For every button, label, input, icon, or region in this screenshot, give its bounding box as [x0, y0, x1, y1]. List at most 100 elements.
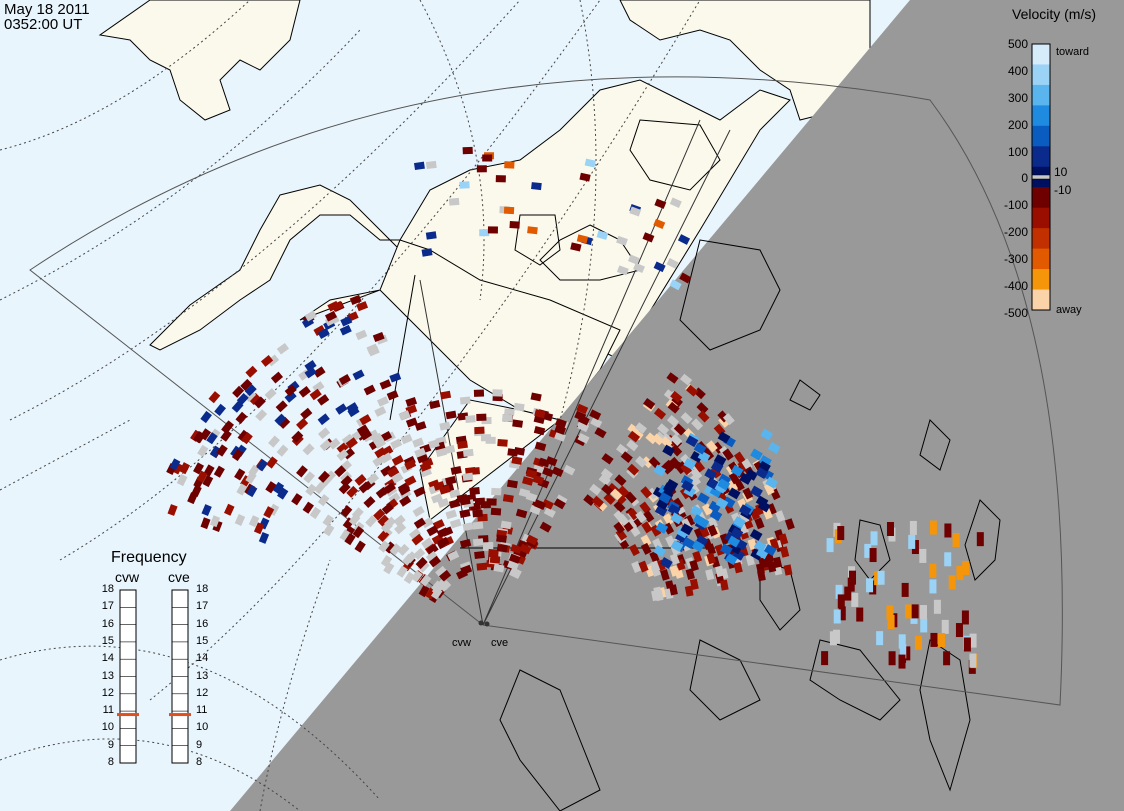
range-gate-cell [589, 483, 602, 496]
range-gate-cell [253, 396, 266, 409]
range-gate-cell [963, 637, 971, 652]
colorbar-segment [1032, 146, 1050, 168]
coastline-10 [499, 669, 601, 811]
range-gate-cell [539, 521, 552, 533]
range-gate-cell [627, 508, 640, 521]
range-gate-cell [391, 454, 404, 466]
colorbar-segment [1032, 289, 1050, 311]
range-gate-cell [657, 423, 670, 436]
range-gate-cell [976, 532, 984, 547]
colorbar-tick-label: -500 [1003, 306, 1028, 320]
range-gate-cell [447, 550, 460, 562]
range-gate-cell [400, 433, 413, 445]
range-gate-cell [462, 448, 474, 457]
range-gate-cell [258, 531, 270, 544]
range-gate-cell [669, 279, 682, 291]
range-gate-cell [655, 521, 669, 534]
range-gate-cell [627, 430, 641, 443]
range-gate-cell [339, 324, 352, 336]
range-gate-cell [930, 632, 938, 647]
range-gate-cell [408, 528, 422, 540]
range-gate-cell [253, 522, 265, 535]
range-gate-cell [365, 515, 378, 528]
range-gate-cell [421, 248, 433, 257]
range-gate-cell [757, 500, 771, 513]
range-gate-cell [413, 517, 426, 529]
range-gate-cell [425, 160, 437, 170]
range-gate-cell [465, 467, 476, 476]
range-gate-cell [346, 485, 359, 498]
range-gate-cell [334, 465, 347, 478]
colorbar-segment [1032, 84, 1050, 106]
range-gate-cell [613, 510, 626, 523]
frequency-scale-label: 9 [196, 738, 203, 751]
range-gate-cell [591, 495, 604, 508]
range-gate-cell [754, 517, 765, 530]
range-gate-cell [268, 435, 280, 448]
range-gate-cell [298, 385, 311, 398]
range-gate-cell [459, 396, 471, 405]
frequency-scale-label: 9 [107, 738, 114, 751]
range-gate-cell [651, 589, 660, 602]
range-gate-cell [640, 542, 652, 555]
range-gate-cell [380, 554, 393, 568]
range-gate-cell [682, 536, 695, 549]
range-gate-cell [563, 464, 576, 476]
range-gate-cell [697, 410, 710, 423]
range-gate-cell [435, 447, 448, 458]
range-gate-cell [374, 437, 387, 449]
range-gate-cell [169, 458, 181, 471]
range-gate-cell [680, 463, 693, 476]
range-gate-cell [616, 265, 629, 276]
range-gate-cell [933, 599, 941, 614]
colorbar-tick-label: 10 [1054, 165, 1068, 179]
range-gate-cell [756, 547, 769, 560]
range-gate-cell [202, 474, 214, 488]
range-gate-cell [199, 428, 212, 441]
range-gate-cell [222, 420, 234, 433]
range-gate-cell [260, 355, 274, 367]
colorbar-segment [1032, 187, 1050, 209]
range-gate-cell [730, 527, 744, 540]
range-gate-cell [373, 508, 386, 521]
range-gate-cell [886, 605, 894, 620]
range-gate-cell [654, 504, 668, 517]
range-gate-cell [459, 538, 472, 549]
range-gate-cell [296, 465, 308, 478]
range-gate-cell [359, 414, 372, 426]
range-gate-cell [693, 442, 707, 455]
range-gate-cell [324, 310, 338, 322]
range-gate-cell [381, 502, 394, 515]
range-gate-cell [393, 514, 406, 527]
range-gate-cell [610, 488, 623, 501]
range-gate-cell [449, 518, 462, 529]
range-gate-cell [908, 534, 916, 549]
range-gate-cell [380, 521, 393, 534]
range-gate-cell [240, 378, 253, 391]
range-gate-cell [304, 310, 317, 322]
range-gate-cell [876, 631, 884, 646]
range-gate-cell [363, 496, 376, 509]
range-gate-cell [679, 272, 692, 284]
range-gate-cell [944, 552, 952, 567]
range-gate-cell [948, 575, 956, 590]
range-gate-cell [919, 548, 927, 563]
range-gate-cell [265, 481, 277, 494]
range-gate-cell [472, 521, 484, 530]
range-gate-cell [685, 568, 695, 580]
range-gate-cell [418, 585, 430, 598]
range-gate-cell [603, 492, 616, 505]
frequency-scale-label: 18 [196, 583, 209, 595]
range-gate-cell [640, 534, 652, 547]
range-gate-cell [680, 523, 694, 536]
range-gate-cell [888, 651, 896, 666]
range-gate-cell [245, 471, 257, 484]
colorbar-segment [1032, 64, 1050, 86]
range-gate-cell [354, 474, 367, 486]
range-gate-cell [234, 514, 246, 526]
range-gate-cell [319, 439, 332, 452]
range-gate-cell [340, 315, 353, 327]
range-gate-cell [821, 651, 829, 666]
range-gate-cell [667, 401, 680, 414]
